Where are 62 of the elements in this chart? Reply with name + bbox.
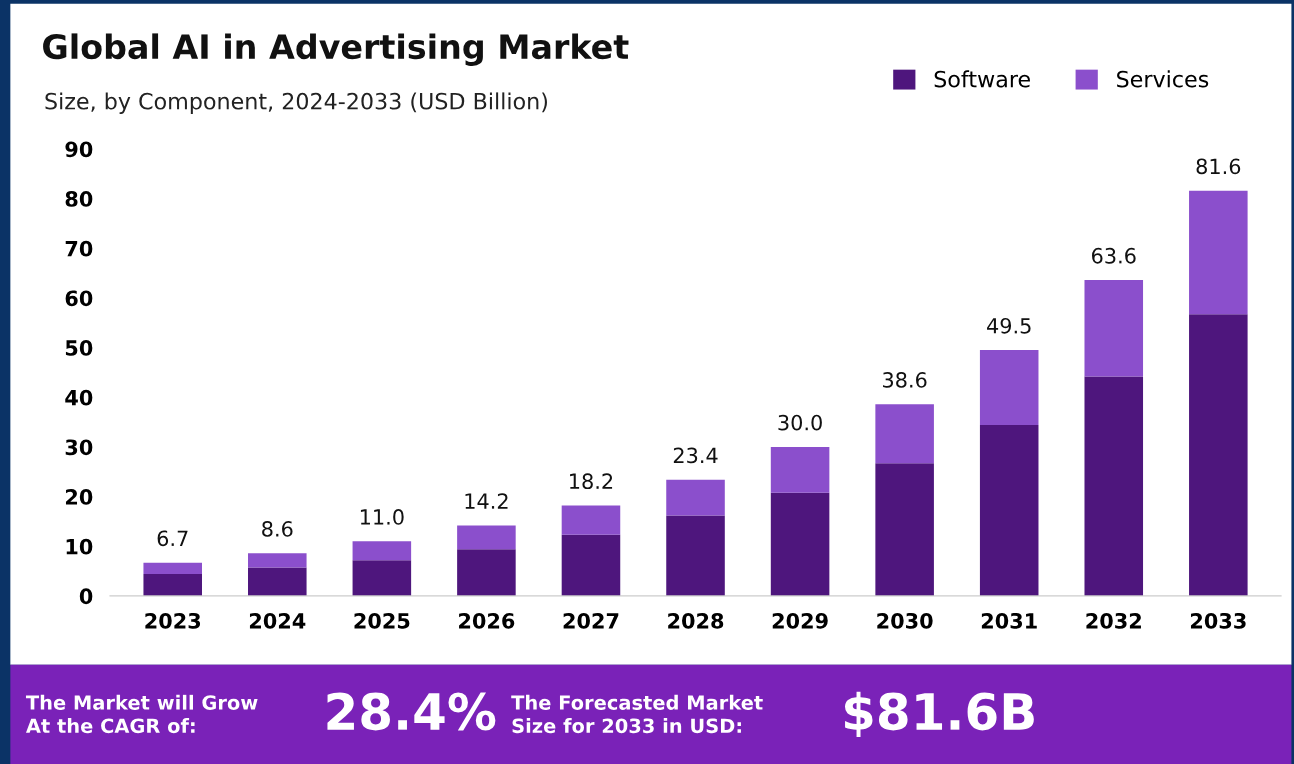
text: The Market will Grow At the CAGR of: [25,694,258,734]
total-label: 6.7 [157,530,188,547]
x-tick-label: 2024 [249,612,306,629]
bar [770,446,830,493]
bar [143,574,202,596]
total-label: 63.6 [1092,247,1136,264]
bar [666,515,725,596]
bar [457,549,516,596]
legend-label: Software [934,70,1030,88]
bar [1189,314,1248,596]
total-label: 81.6 [1196,158,1241,175]
y-tick-label: 0 [79,588,93,605]
y-tick-label: 20 [65,489,93,505]
bar [248,567,307,596]
x-tick-label: 2027 [563,612,619,629]
x-tick-label: 2031 [981,612,1037,629]
bar [143,562,202,575]
total-label: 49.5 [987,317,1031,334]
bar [770,492,830,596]
text: The Forecasted Market Size for 2033 in USD: [511,694,763,734]
chart-title: Global AI in Advertising Market [43,33,629,66]
y-tick-label: 70 [65,240,93,257]
x-tick-label: 2029 [772,612,828,629]
bar [979,425,1039,596]
total-label: 30.0 [778,414,822,431]
bar [561,534,621,596]
total-label: 23.4 [673,447,718,464]
x-tick-label: 2025 [354,612,410,629]
x-tick-label: 2032 [1086,612,1141,629]
total-label: 18.2 [570,473,613,490]
bar [875,404,934,464]
legend-label: Services [1117,70,1209,88]
x-tick-label: 2030 [877,612,933,629]
bar [1084,376,1144,596]
x-tick-label: 2033 [1190,612,1246,629]
total-label: 38.6 [883,372,927,388]
y-tick-label: 60 [65,290,93,307]
bar [457,525,516,550]
y-tick-label: 40 [65,389,93,406]
x-tick-label: 2023 [145,612,201,629]
y-tick-label: 80 [65,191,93,207]
y-tick-label: 50 [65,340,93,356]
y-tick-label: 10 [66,538,93,555]
bar [352,541,412,561]
bar [666,479,725,516]
bar [561,505,621,535]
bar [875,463,934,596]
x-tick-label: 2028 [668,612,724,629]
total-label: 14.2 [465,493,508,509]
total-label: 8.6 [262,521,293,537]
x-tick-label: 2026 [459,612,515,629]
bar [979,350,1039,426]
y-tick-label: 90 [65,141,93,158]
bar [352,560,412,596]
bar [248,553,307,568]
y-tick-label: 30 [65,439,93,456]
total-label: 11.0 [360,509,404,525]
bar [1189,190,1248,315]
text: $81.6B [845,691,1034,738]
chart-subtitle: Size, by Component, 2024-2033 (USD Billion) [45,92,547,114]
bar [1084,280,1144,377]
text: 28.4% [327,692,496,731]
